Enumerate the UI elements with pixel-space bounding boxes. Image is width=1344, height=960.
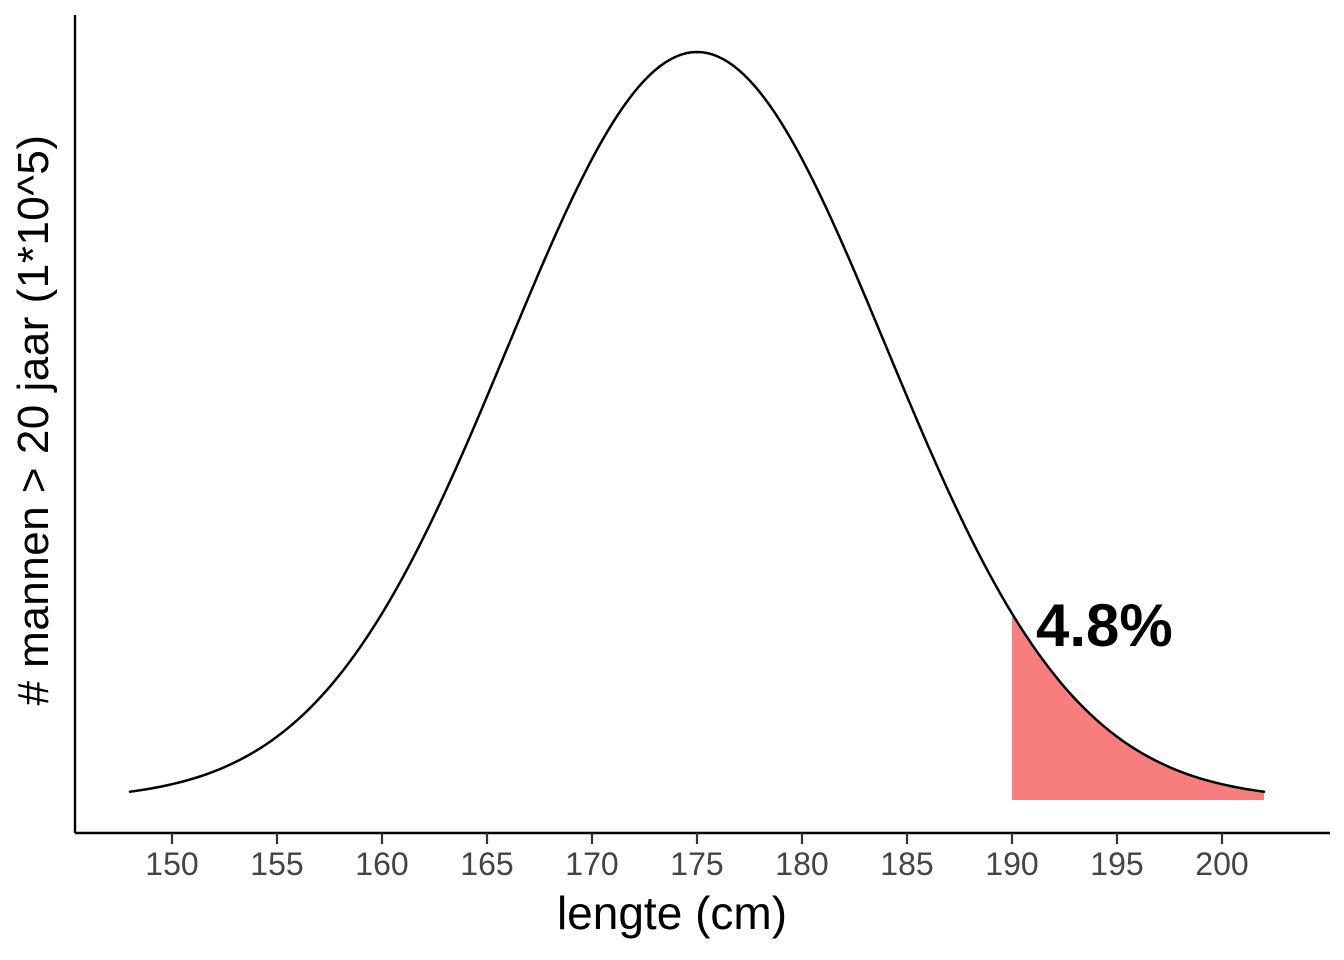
x-tick-label: 195 [1090,846,1144,882]
shaded-tail-region [1012,613,1264,800]
x-tick-label: 170 [565,846,619,882]
x-tick-label: 165 [460,846,514,882]
x-tick-label: 190 [985,846,1039,882]
x-tick-label: 180 [775,846,829,882]
x-tick-label: 155 [250,846,304,882]
distribution-curve [128,50,1266,793]
x-axis-tick-labels: 150 155 160 165 170 175 180 185 190 195 200 [0,846,1344,886]
x-tick-label: 175 [670,846,724,882]
x-tick-label: 150 [145,846,199,882]
x-tick-label: 160 [355,846,409,882]
shaded-area-percentage-label: 4.8% [1036,592,1173,659]
x-tick-label: 185 [880,846,934,882]
x-tick-label: 200 [1195,846,1249,882]
x-axis-title: lengte (cm) [556,887,788,939]
y-axis-title: # mannen > 20 jaar (1*10^5) [9,134,58,706]
